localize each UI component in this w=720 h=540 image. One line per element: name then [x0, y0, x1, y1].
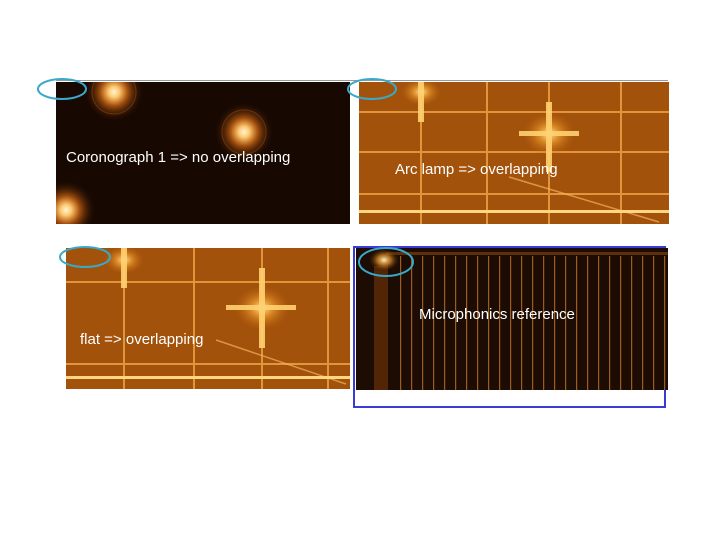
- top-divider: [56, 80, 668, 81]
- flat-image: [66, 248, 350, 389]
- arc-lamp-image: [359, 82, 669, 224]
- coronograph-label: Coronograph 1 => no overlapping: [66, 149, 291, 166]
- coronograph-panel: [56, 82, 350, 224]
- flat-panel: [66, 248, 350, 389]
- arc-lamp-label: Arc lamp => overlapping: [395, 161, 558, 178]
- microphonics-image: [356, 248, 668, 390]
- coronograph-image: [56, 82, 350, 224]
- microphonics-panel: [356, 248, 668, 390]
- flat-label: flat => overlapping: [80, 331, 204, 348]
- arc-lamp-panel: [359, 82, 669, 224]
- microphonics-label: Microphonics reference: [419, 306, 575, 323]
